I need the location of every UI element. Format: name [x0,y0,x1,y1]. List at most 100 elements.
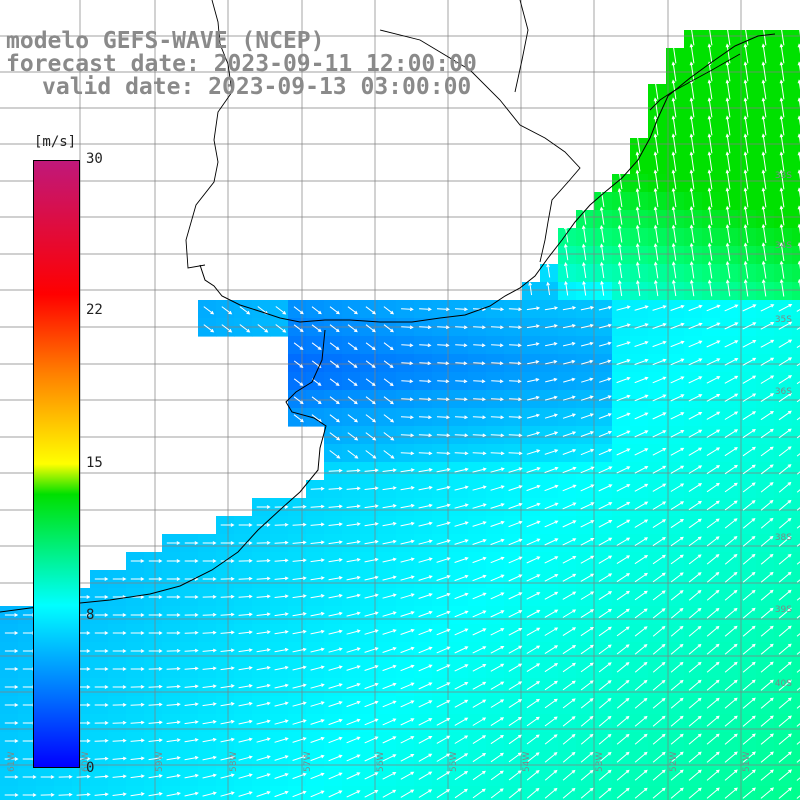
wind-arrow [635,243,641,261]
wind-arrow [400,771,415,780]
wind-cell [18,786,37,800]
wind-arrow [778,535,792,547]
wind-arrow [274,701,289,707]
wind-arrow [544,609,559,618]
wind-cell [360,786,379,800]
wind-arrow [725,260,731,279]
wind-arrow [274,540,289,545]
wind-cell [792,588,800,607]
wind-arrow [562,538,577,546]
wind-arrow [725,61,731,82]
wind-arrow [238,755,253,761]
wind-arrow [130,738,145,743]
wind-arrow [689,261,695,279]
wind-cell [792,246,800,265]
wind-arrow [436,628,451,636]
wind-arrow [779,260,785,279]
wind-arrow [382,629,397,635]
wind-arrow [400,682,415,690]
wind-arrow [600,280,605,296]
wind-arrow [688,751,702,763]
wind-arrow [274,576,289,581]
wind-arrow [436,753,451,762]
wind-arrow [203,324,215,333]
wind-arrow [796,741,800,745]
wind-arrow [490,574,505,582]
wind-arrow [778,392,792,403]
wind-arrow [760,322,775,330]
wind-arrow [725,133,731,154]
wind-arrow [292,594,307,599]
wind-arrow [472,539,487,545]
wind-arrow [779,223,785,244]
wind-arrow [616,608,630,619]
wind-arrow [742,393,757,402]
wind-arrow [706,394,721,402]
wind-cell [792,282,800,301]
wind-arrow [599,188,605,207]
wind-arrow [238,666,253,671]
wind-arrow [400,557,415,563]
wind-arrow [724,536,738,547]
wind-arrow [688,412,703,420]
wind-arrow [490,397,504,402]
wind-arrow [580,305,595,311]
wind-arrow [292,790,307,798]
wind-arrow [580,395,594,401]
wind-arrow [382,700,397,708]
wind-arrow [544,484,559,492]
wind-arrow [509,379,522,384]
wind-arrow [292,737,307,743]
wind-arrow [652,483,667,492]
wind-arrow [617,169,623,190]
wind-arrow [671,43,677,64]
wind-arrow [112,649,127,653]
wind-arrow [653,224,659,243]
wind-arrow [688,607,702,619]
wind-arrow [364,539,379,545]
wind-arrow [688,447,703,456]
wind-arrow [454,415,469,420]
wind-arrow [328,522,343,527]
wind-arrow [761,151,767,172]
wind-arrow [184,720,199,725]
wind-arrow [562,627,577,637]
wind-arrow [328,701,343,707]
wind-arrow [724,589,738,601]
wind-arrow [347,414,359,423]
wind-arrow [329,396,340,405]
coastline [199,33,776,323]
wind-arrow [707,261,713,279]
wind-arrow [184,595,199,599]
wind-arrow [40,775,55,779]
wind-arrow [400,503,415,509]
wind-arrow [670,322,685,330]
wind-arrow [472,735,487,745]
wind-arrow [310,594,325,599]
wind-arrow [743,224,749,244]
wind-arrow [634,376,649,384]
wind-arrow [796,309,800,312]
wind-arrow [580,466,595,474]
wind-arrow [166,791,181,797]
wind-arrow [508,433,523,438]
wind-arrow [112,613,127,617]
wind-arrow [400,521,415,527]
wind-arrow [760,553,774,565]
wind-cell [792,408,800,427]
wind-arrow [220,666,235,671]
wind-arrow [202,773,217,779]
wind-arrow [94,595,109,599]
wind-arrow [760,715,774,727]
wind-arrow [508,610,523,618]
wind-arrow [652,554,666,565]
latitude-label: 34S [775,241,792,251]
wind-arrow [184,791,199,797]
wind-arrow [400,646,415,654]
wind-arrow [670,394,685,402]
wind-arrow [671,61,677,82]
wind-arrow [148,577,163,581]
wind-arrow [220,755,235,761]
wind-cell [792,516,800,535]
wind-arrow [742,697,756,709]
